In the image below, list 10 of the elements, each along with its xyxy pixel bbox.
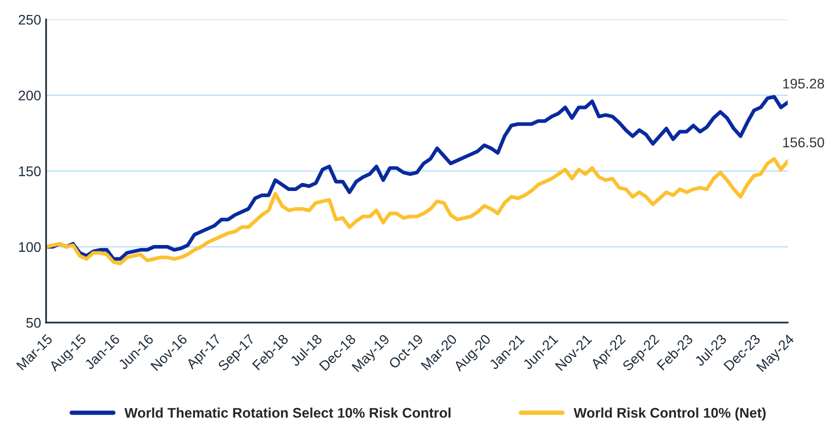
y-tick-label: 50 xyxy=(26,318,41,328)
data-label: 156.50 xyxy=(783,137,824,148)
line-series xyxy=(46,157,788,266)
data-label: 195.28 xyxy=(783,78,824,89)
legend-label: World Risk Control 10% (Net) xyxy=(574,408,766,420)
y-tick-label: 150 xyxy=(19,166,41,176)
y-tick-label: 100 xyxy=(19,242,41,252)
y-tick-label: 250 xyxy=(18,14,41,25)
y-tick-label: 200 xyxy=(18,90,41,100)
legend-label: World Thematic Rotation Select 10% Risk Control xyxy=(124,408,450,418)
